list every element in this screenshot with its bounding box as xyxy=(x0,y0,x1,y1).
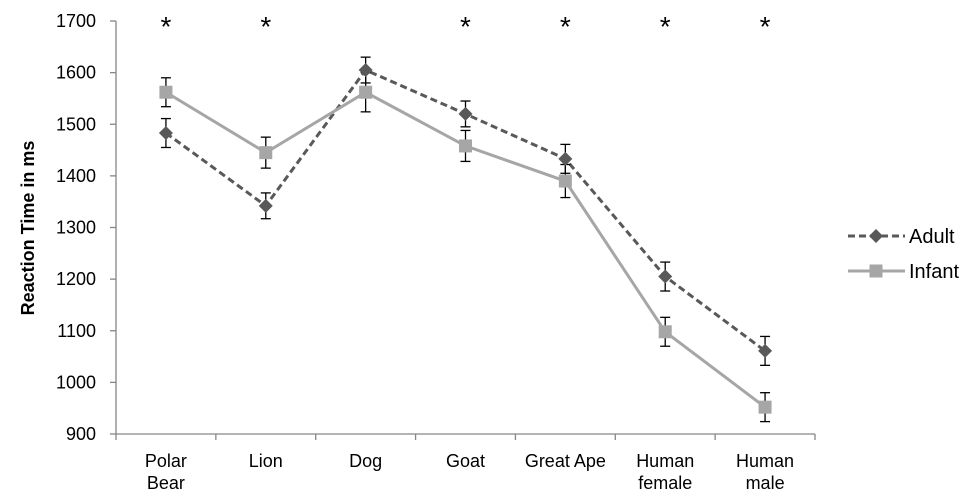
data-point xyxy=(358,63,373,78)
data-point xyxy=(658,269,673,284)
legend-marker xyxy=(869,229,883,243)
data-point xyxy=(359,85,373,99)
x-category-label: Goat xyxy=(446,451,485,471)
significance-star: * xyxy=(460,11,471,42)
significance-star: * xyxy=(760,11,771,42)
legend-item-adult: Adult xyxy=(848,226,955,248)
y-tick-label: 1700 xyxy=(56,11,96,31)
data-point xyxy=(459,139,472,153)
y-tick-label: 1000 xyxy=(56,372,96,392)
significance-star: * xyxy=(660,11,671,42)
x-category-label: Human female xyxy=(636,451,694,493)
y-tick-label: 1300 xyxy=(56,218,96,238)
legend-label: Adult xyxy=(909,226,955,248)
significance-star: * xyxy=(160,11,171,42)
plot-area xyxy=(158,56,773,423)
chart-axes xyxy=(110,20,816,440)
x-category-label: Dog xyxy=(349,451,382,471)
legend-label: Infant xyxy=(909,261,959,283)
y-tick-label: 1100 xyxy=(57,321,96,341)
data-point xyxy=(259,146,273,160)
y-tick-label: 1200 xyxy=(56,269,96,289)
legend-marker xyxy=(869,264,883,278)
significance-star: * xyxy=(560,11,571,42)
series-adult xyxy=(160,56,771,366)
x-category-label: Human male xyxy=(736,451,794,493)
y-tick-label: 1600 xyxy=(56,63,96,83)
y-tick-label: 1500 xyxy=(56,114,96,134)
significance-markers: * * * * * * xyxy=(160,11,770,42)
legend: Adult Infant xyxy=(848,226,959,283)
y-tick-labels: 900 1000 1100 1200 1300 1400 1500 1600 1700 xyxy=(56,11,96,444)
x-category-label: Great Ape xyxy=(525,451,606,471)
x-category-label: Lion xyxy=(249,451,283,471)
markers-infant xyxy=(159,85,772,414)
data-point xyxy=(558,151,573,166)
data-point xyxy=(458,106,473,121)
y-tick-label: 1400 xyxy=(56,166,96,186)
data-point xyxy=(558,174,572,188)
markers-adult xyxy=(158,63,773,358)
x-category-label: Polar Bear xyxy=(145,451,187,493)
data-point xyxy=(658,325,672,339)
x-category-labels: Polar Bear Lion Dog Goat Great Ape Human female… xyxy=(145,451,794,493)
data-point xyxy=(758,400,772,414)
legend-item-infant: Infant xyxy=(848,261,959,283)
y-tick-label: 900 xyxy=(66,424,96,444)
y-axis-title: Reaction Time in ms xyxy=(18,141,38,316)
data-point xyxy=(758,343,773,358)
data-point xyxy=(258,198,273,213)
significance-star: * xyxy=(260,11,271,42)
data-point xyxy=(158,126,173,141)
data-point xyxy=(159,85,173,99)
